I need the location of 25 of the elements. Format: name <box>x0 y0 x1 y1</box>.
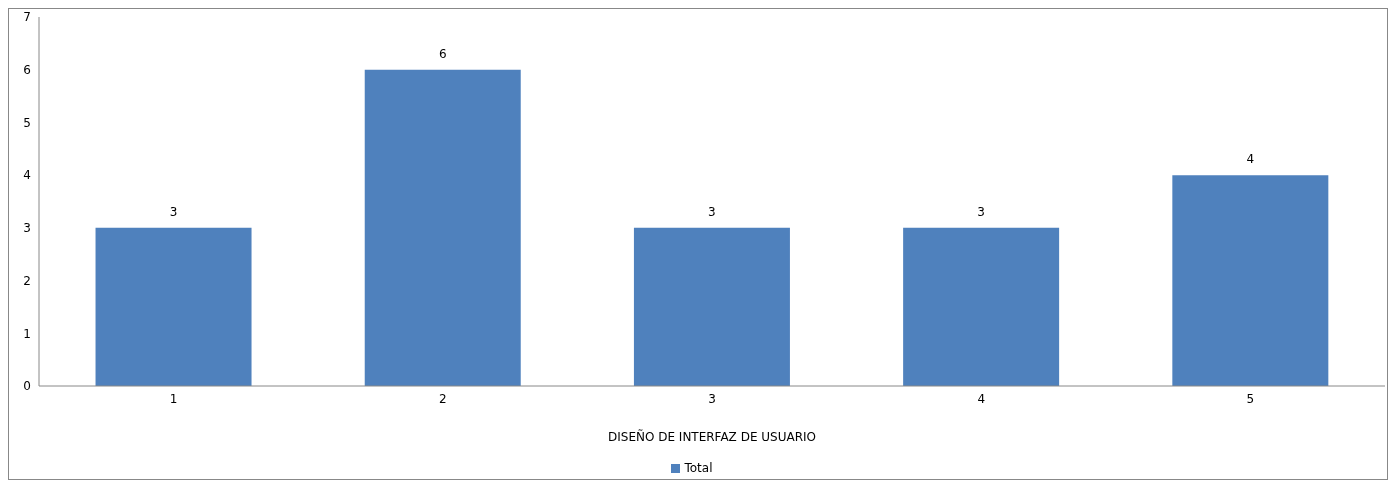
bar <box>364 69 521 386</box>
data-label: 3 <box>977 204 985 219</box>
legend-label: Total <box>684 461 713 475</box>
data-label: 6 <box>438 46 447 61</box>
x-tick-label: 3 <box>708 391 716 406</box>
x-tick-label: 1 <box>169 391 178 406</box>
y-tick-label: 0 <box>23 379 31 394</box>
y-tick-label: 2 <box>23 273 31 288</box>
x-axis-title: DISEÑO DE INTERFAZ DE USUARIO <box>607 429 817 444</box>
x-tick-label: 5 <box>1246 391 1255 406</box>
y-tick-label: 3 <box>23 221 31 236</box>
data-label: 4 <box>1246 152 1255 167</box>
bar <box>95 227 252 386</box>
bar <box>903 227 1060 386</box>
y-tick-label: 5 <box>23 115 31 130</box>
data-label: 3 <box>169 204 178 219</box>
y-tick-label: 4 <box>23 168 31 183</box>
x-tick-label: 2 <box>438 391 447 406</box>
x-tick-label: 4 <box>977 391 986 406</box>
y-tick-label: 7 <box>23 10 31 25</box>
y-tick-label: 1 <box>23 326 31 341</box>
bar <box>1172 175 1329 386</box>
data-label: 3 <box>708 204 716 219</box>
y-tick-label: 6 <box>23 62 31 77</box>
bar <box>633 227 790 386</box>
